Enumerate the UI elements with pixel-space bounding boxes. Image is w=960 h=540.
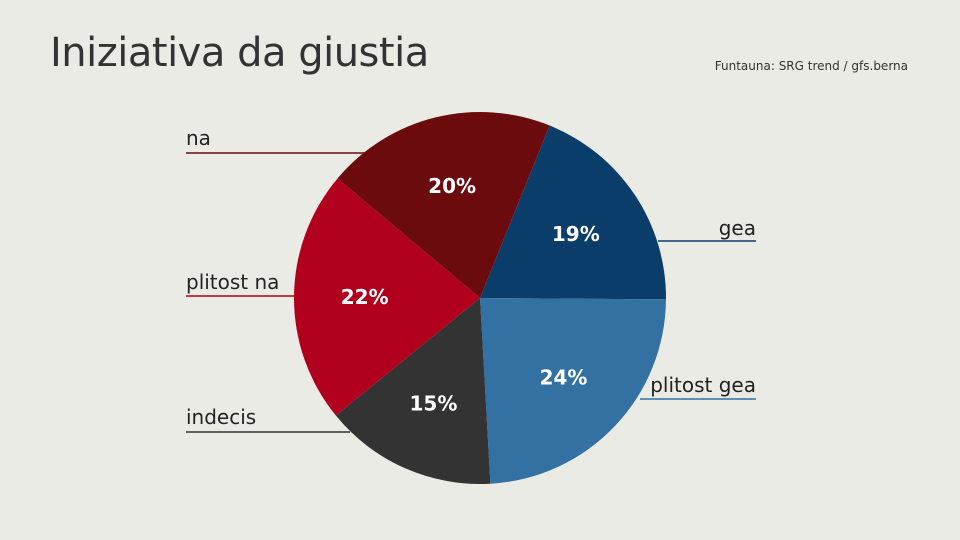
pie-slices [294,111,667,485]
category-label: gea [719,216,756,240]
category-labels: gea plitost gea indecis plitost na na [186,126,756,429]
pie-slice-indecis [335,298,491,485]
slice-value-label: 15% [410,392,458,416]
slice-value-label: 22% [341,285,389,309]
pie-slice-gea [480,125,667,300]
pie-slice-na [337,111,550,298]
category-label: na [186,126,211,150]
category-label: indecis [186,405,256,429]
source-note: Funtauna: SRG trend / gfs.berna [714,59,908,73]
slice-value-label: 19% [552,222,600,246]
pie-slice-plitost-na [294,178,480,416]
category-label: plitost gea [650,373,756,397]
legend-leader-lines [186,152,756,433]
category-label: plitost na [186,270,279,294]
slice-value-label: 20% [428,174,476,198]
slice-value-labels: 19% 24% 15% 22% 20% [341,174,600,415]
slice-value-label: 24% [540,366,588,390]
pie-slice-plitost-gea [480,298,666,484]
chart-title: Iniziativa da giustia [50,30,429,76]
